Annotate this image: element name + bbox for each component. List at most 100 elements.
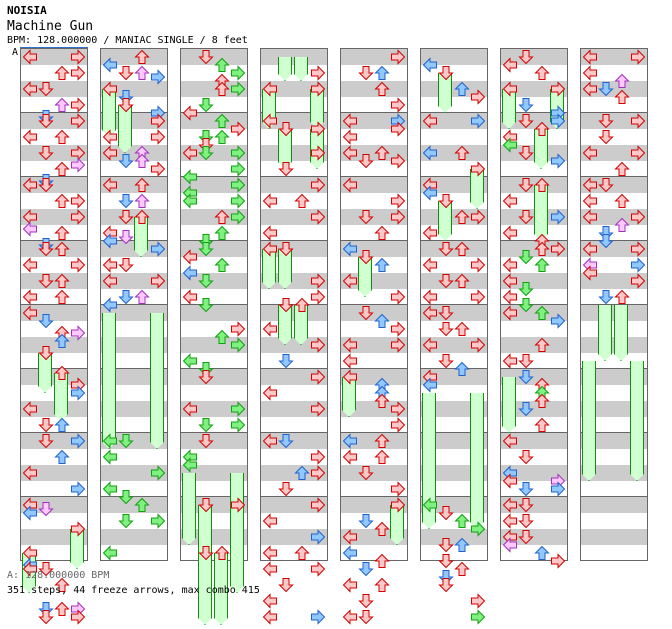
arrow-left-icon [502, 81, 518, 97]
arrow-up-icon [374, 257, 390, 273]
arrow-left-icon [502, 433, 518, 449]
measure-line [101, 432, 167, 433]
measure-line [501, 368, 567, 369]
beat-stripe [21, 49, 87, 65]
arrow-up-icon [454, 241, 470, 257]
measure-line [181, 176, 247, 177]
arrow-right-icon [310, 145, 326, 161]
measure-line [421, 240, 487, 241]
freeze-arrow-right [150, 313, 164, 449]
chart-column [100, 48, 168, 561]
freeze-arrow-down [438, 73, 452, 113]
measure-line [21, 496, 87, 497]
arrow-down-icon [198, 145, 214, 161]
freeze-arrow-left [502, 377, 516, 433]
freeze-arrow-up [134, 217, 148, 257]
arrow-up-icon [614, 289, 630, 305]
measure-line [101, 304, 167, 305]
beat-stripe [341, 337, 407, 353]
arrow-down-icon [438, 505, 454, 521]
bpm-legend: A: 128.000000 BPM [7, 570, 110, 581]
arrow-right-icon [630, 145, 646, 161]
arrow-left-icon [422, 145, 438, 161]
arrow-left-icon [342, 577, 358, 593]
freeze-arrow-right [470, 169, 484, 209]
measure-line [581, 304, 647, 305]
arrow-down-icon [358, 305, 374, 321]
arrow-up-icon [374, 145, 390, 161]
chart-column [260, 48, 328, 625]
beat-stripe [341, 81, 407, 97]
measure-line [341, 176, 407, 177]
measure-line [501, 432, 567, 433]
arrow-up-icon [294, 545, 310, 561]
arrow-left-icon [22, 221, 38, 237]
measure-line [261, 368, 327, 369]
beat-stripe [341, 465, 407, 481]
measure-line [101, 112, 167, 113]
arrow-down-icon [198, 497, 214, 513]
arrow-right-icon [230, 177, 246, 193]
arrow-right-icon [390, 153, 406, 169]
measure-line [501, 496, 567, 497]
measure-line [181, 496, 247, 497]
measure-line [501, 304, 567, 305]
arrow-right-icon [310, 177, 326, 193]
arrow-down-icon [518, 353, 534, 369]
arrow-left-icon [22, 401, 38, 417]
arrow-right-icon [310, 209, 326, 225]
arrow-down-icon [38, 433, 54, 449]
arrow-down-icon [358, 465, 374, 481]
freeze-arrow-down [278, 305, 292, 345]
beat-stripe [581, 497, 647, 513]
arrow-down-icon [438, 321, 454, 337]
beat-stripe [421, 273, 487, 289]
arrow-up-icon [214, 209, 230, 225]
arrow-up-icon [454, 537, 470, 553]
freeze-arrow-up [614, 305, 628, 361]
arrow-left-icon [262, 609, 278, 625]
measure-line [421, 176, 487, 177]
arrow-left-icon [502, 513, 518, 529]
arrow-up-icon [214, 257, 230, 273]
arrow-up-icon [54, 225, 70, 241]
arrow-left-icon [342, 433, 358, 449]
arrow-down-icon [598, 81, 614, 97]
arrow-left-icon [102, 177, 118, 193]
measure-line [261, 304, 327, 305]
beat-stripe [101, 273, 167, 289]
arrow-down-icon [358, 561, 374, 577]
arrow-right-icon [230, 81, 246, 97]
beat-stripe [21, 81, 87, 97]
freeze-arrow-left [422, 393, 436, 529]
freeze-arrow-up [294, 57, 308, 81]
arrow-left-icon [342, 529, 358, 545]
arrow-right-icon [310, 121, 326, 137]
arrow-down-icon [198, 97, 214, 113]
arrow-left-icon [262, 593, 278, 609]
measure-line [341, 496, 407, 497]
arrow-down-icon [278, 297, 294, 313]
arrow-down-icon [198, 241, 214, 257]
arrow-left-icon [22, 81, 38, 97]
measure-line [261, 112, 327, 113]
beat-stripe [341, 177, 407, 193]
beat-stripe [181, 81, 247, 97]
arrow-right-icon [390, 401, 406, 417]
arrow-right-icon [390, 121, 406, 137]
arrow-left-icon [342, 545, 358, 561]
arrow-left-icon [22, 129, 38, 145]
arrow-right-icon [70, 209, 86, 225]
arrow-left-icon [502, 289, 518, 305]
arrow-up-icon [54, 449, 70, 465]
arrow-left-icon [262, 193, 278, 209]
arrow-right-icon [470, 257, 486, 273]
arrow-up-icon [534, 393, 550, 409]
measure-line [261, 432, 327, 433]
arrow-up-icon [134, 209, 150, 225]
arrow-left-icon [342, 273, 358, 289]
beat-stripe [341, 433, 407, 449]
arrow-left-icon [422, 289, 438, 305]
beat-stripe [21, 337, 87, 353]
measure-line [581, 432, 647, 433]
